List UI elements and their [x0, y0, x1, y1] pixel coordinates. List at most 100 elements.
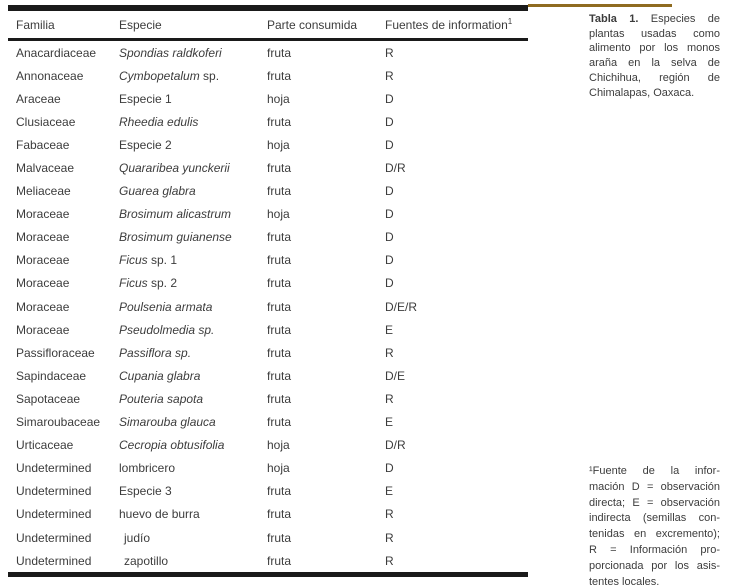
cell-especie: Pseudolmedia sp.: [119, 318, 267, 341]
table-row: Clusiaceae Rheedia edulis fruta D: [8, 110, 528, 133]
caption-line: araña en la selva de: [589, 57, 720, 70]
table-row: Moraceae Ficus sp. 1 fruta D: [8, 249, 528, 272]
species-name-italic: Passiflora sp.: [119, 345, 192, 360]
cell-familia: Moraceae: [16, 207, 70, 222]
footnote-line: tentes locales.: [589, 575, 660, 588]
cell-fuente: D: [385, 114, 394, 129]
cell-parte-consumida: fruta: [267, 484, 292, 499]
species-name-roman: zapotillo: [124, 553, 169, 568]
cell-familia: Fabaceae: [16, 137, 70, 152]
cell-especie: Spondias raldkoferi: [119, 40, 267, 65]
table-row: Undetermined Especie 3 fruta E: [8, 480, 528, 503]
cell-familia: Clusiaceae: [16, 114, 76, 129]
cell-especie: Pouteria sapota: [119, 387, 267, 410]
species-table: Familia Especie Parte consumida Fuentes …: [8, 5, 528, 578]
cell-familia: Undetermined: [16, 530, 92, 545]
species-name-roman: Especie 1: [119, 91, 172, 106]
cell-parte-consumida: fruta: [267, 391, 292, 406]
cell-fuente: D: [385, 253, 394, 268]
cell-familia: Annonaceae: [16, 68, 84, 83]
footnote-line: porcionada por los asis-: [589, 559, 720, 572]
table-row: Undetermined lombricero hoja D: [8, 457, 528, 480]
species-name-italic: Brosimum alicastrum: [119, 207, 232, 222]
cell-especie: Cecropia obtusifolia: [119, 434, 267, 457]
species-name-roman: lombricero: [119, 461, 176, 476]
table-row: Urticaceae Cecropia obtusifolia hoja D/R: [8, 434, 528, 457]
column-header-label: Familia: [16, 17, 55, 32]
cell-familia: Malvaceae: [16, 161, 75, 176]
cell-especie: Quararibea yunckerii: [119, 156, 267, 179]
table-row: Malvaceae Quararibea yunckerii fruta D/R: [8, 156, 528, 179]
cell-parte-consumida: fruta: [267, 507, 292, 522]
cell-especie: Especie 3: [119, 480, 267, 503]
caption-line: alimento por los monos: [589, 42, 720, 55]
cell-especie: Cymbopetalum sp.: [119, 64, 267, 87]
cell-fuente: D/R: [385, 161, 406, 176]
cell-parte-consumida: hoja: [267, 207, 290, 222]
cell-fuente: E: [385, 484, 394, 499]
table-header-row: Familia Especie Parte consumida Fuentes …: [8, 11, 528, 41]
species-name-italic: Cymbopetalum: [119, 68, 200, 83]
table-row: Simaroubaceae Simarouba glauca fruta E: [8, 411, 528, 434]
cell-fuente: R: [385, 68, 394, 83]
cell-fuente: D: [385, 276, 394, 291]
cell-especie: Poulsenia armata: [119, 295, 267, 318]
cell-especie: Simarouba glauca: [119, 411, 267, 434]
cell-especie: Especie 1: [119, 87, 267, 110]
caption-label: Tabla 1.: [589, 13, 639, 25]
cell-fuente: D: [385, 230, 394, 245]
cell-fuente: R: [385, 530, 394, 545]
footnote-line: mación D = observación: [589, 480, 720, 493]
cell-familia: Anacardiaceae: [16, 45, 97, 60]
cell-fuente: D: [385, 461, 394, 476]
cell-especie: Passiflora sp.: [119, 341, 267, 364]
cell-especie: Ficus sp. 1: [119, 249, 267, 272]
table-row: Meliaceae Guarea glabra fruta D: [8, 180, 528, 203]
table-top-rule: [8, 5, 528, 11]
species-name-roman: sp. 2: [147, 276, 178, 291]
species-name-italic: Simarouba glauca: [119, 415, 216, 430]
species-name-roman: Especie 2: [119, 137, 172, 152]
cell-parte-consumida: fruta: [267, 230, 292, 245]
cell-parte-consumida: fruta: [267, 368, 292, 383]
cell-especie: huevo de burra: [119, 503, 267, 526]
cell-fuente: D/E/R: [385, 299, 418, 314]
cell-familia: Moraceae: [16, 253, 70, 268]
column-header-label: Fuentes de information: [385, 17, 508, 32]
table-footnote: ¹Fuente de la infor-mación D = observaci…: [589, 464, 720, 588]
cell-fuente: R: [385, 45, 394, 60]
cell-fuente: D: [385, 137, 394, 152]
cell-especie: Rheedia edulis: [119, 110, 267, 133]
caption-line: Chimalapas, Oaxaca.: [589, 86, 695, 99]
cell-parte-consumida: fruta: [267, 299, 292, 314]
cell-familia: Sapindaceae: [16, 368, 87, 383]
cell-fuente: E: [385, 415, 394, 430]
column-header-label: Parte consumida: [267, 17, 358, 32]
species-name-roman: Especie 3: [119, 484, 172, 499]
species-name-roman: huevo de burra: [119, 507, 200, 522]
cell-fuente: D/E: [385, 368, 406, 383]
table-row: Anacardiaceae Spondias raldkoferi fruta R: [8, 40, 528, 65]
column-header-label: Especie: [119, 17, 162, 32]
table-row: Moraceae Brosimum guianense fruta D: [8, 226, 528, 249]
species-name-italic: Guarea glabra: [119, 184, 196, 199]
cell-especie: Ficus sp. 2: [119, 272, 267, 295]
cell-fuente: R: [385, 345, 394, 360]
cell-especie: Cupania glabra: [119, 364, 267, 387]
cell-parte-consumida: hoja: [267, 137, 290, 152]
cell-familia: Undetermined: [16, 484, 92, 499]
cell-parte-consumida: fruta: [267, 184, 292, 199]
cell-familia: Moraceae: [16, 230, 70, 245]
cell-familia: Undetermined: [16, 553, 92, 568]
cell-parte-consumida: fruta: [267, 553, 292, 568]
table-row: Sapotaceae Pouteria sapota fruta R: [8, 387, 528, 410]
species-name-italic: Cecropia obtusifolia: [119, 438, 225, 453]
footnote-marker: 1: [507, 16, 513, 26]
table-row: Sapindaceae Cupania glabra fruta D/E: [8, 364, 528, 387]
table-row: Araceae Especie 1 hoja D: [8, 87, 528, 110]
table-row: Undetermined judío fruta R: [8, 526, 528, 549]
table-caption: Tabla 1. Especies de plantas usadas como a…: [589, 12, 720, 100]
footnote-line: directa; E = observación: [589, 496, 720, 509]
caption-line: Chichihua, región de: [589, 71, 720, 84]
